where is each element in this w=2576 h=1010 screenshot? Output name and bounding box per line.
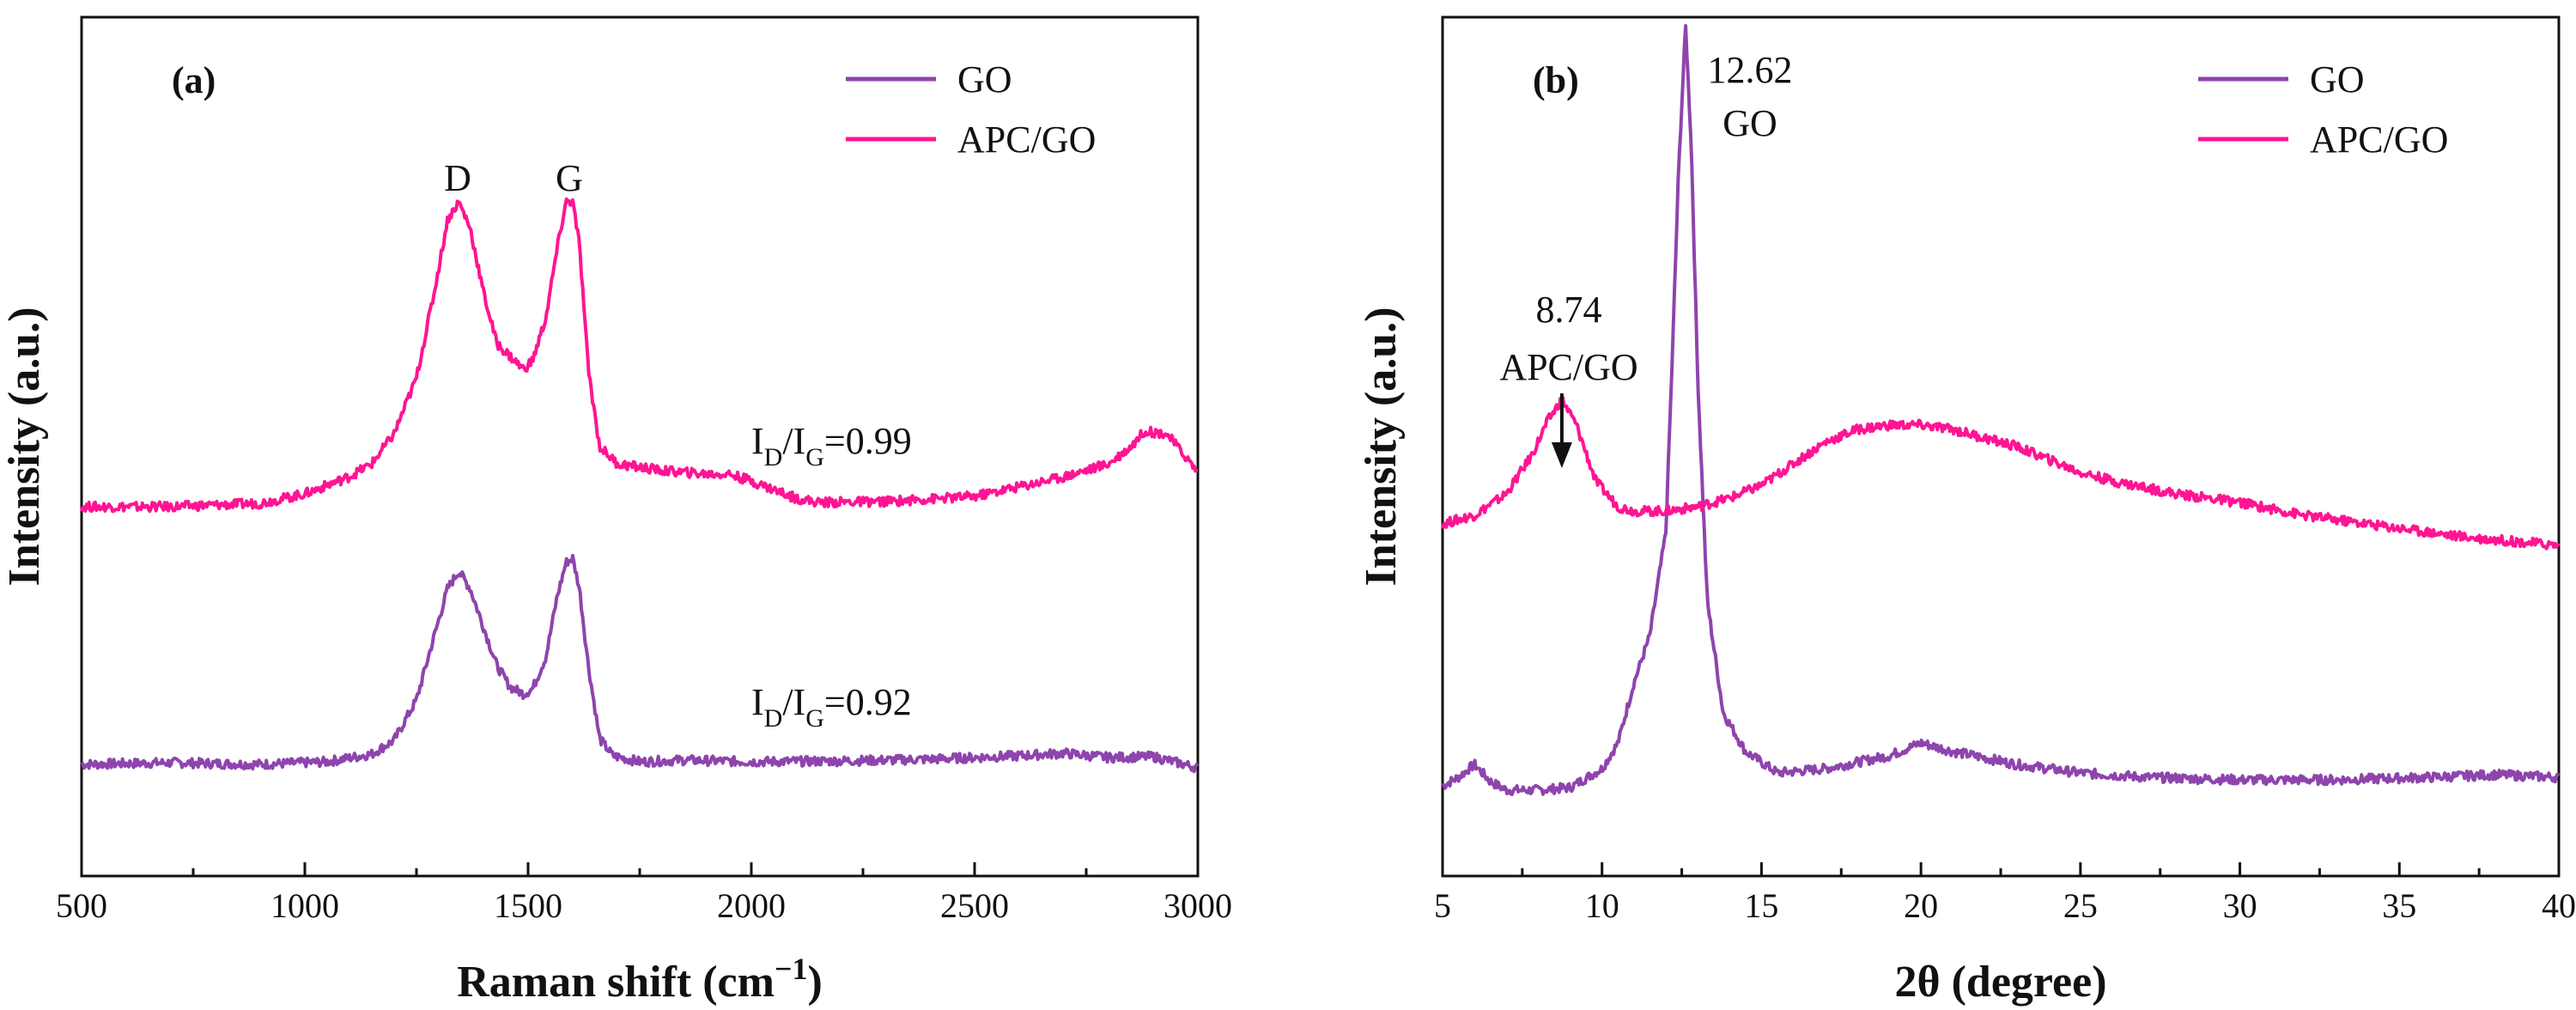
panel-b-legend-go-label: GO (2310, 58, 2365, 100)
panel-b-x-tick-label: 40 (2542, 886, 2576, 925)
panel-a-d-band-label: D (444, 157, 471, 199)
panel-a-legend-apc-go-label: APC/GO (957, 119, 1096, 161)
panel-a-y-axis-label: Intensity (a.u.) (0, 307, 49, 586)
panel-a-series (80, 197, 1199, 774)
panel-b-x-axis-label: 2θ (degree) (1894, 958, 2106, 1007)
panel-b-apc-go-peak-arrow (1551, 393, 1572, 468)
panel-b-x-tick-label: 15 (1744, 886, 1778, 925)
panel-a-apc-go-ratio: ID/IG=0.99 (751, 420, 912, 472)
panel-a-x-axis-label: Raman shift (cm−1) (457, 952, 823, 1007)
panel-b-label: (b) (1533, 59, 1579, 101)
panel-a-legend-go-label: GO (957, 58, 1012, 100)
panel-a-x-axis-label-main: Raman shift (cm (457, 958, 775, 1007)
panel-b-x-tick-label: 5 (1434, 886, 1451, 925)
panel-a-x-axis-label-sup: −1 (775, 952, 808, 986)
panel-a-legend: GO APC/GO (846, 58, 1096, 161)
panel-a-x-tick-label: 2500 (940, 886, 1009, 925)
panel-b-series (1441, 24, 2561, 796)
panel-a-series-apc-go-line (80, 197, 1199, 514)
panel-a-x-ticks: 500 1000 1500 2000 2500 3000 (56, 862, 1232, 925)
panel-b-legend-apc-go-label: APC/GO (2310, 119, 2448, 161)
panel-a-x-tick-label: 500 (56, 886, 107, 925)
panel-b-series-go-line (1441, 24, 2561, 796)
panel-b-x-ticks: 5 10 15 20 25 30 35 40 (1434, 862, 2576, 925)
panel-a-x-tick-label: 3000 (1163, 886, 1232, 925)
panel-b-x-tick-label: 10 (1585, 886, 1619, 925)
panel-b-xrd-chart: (b) Intensity (a.u.) 2θ (degree) 5 10 15 20… (1357, 15, 2576, 1007)
panel-b-x-tick-label: 30 (2223, 886, 2257, 925)
panel-b-series-apc-go-line (1441, 396, 2561, 551)
panel-a-x-tick-label: 1000 (270, 886, 339, 925)
panel-a-raman-chart: (a) Intensity (a.u.) Raman shift (cm−1) … (0, 15, 1232, 1007)
panel-a-go-ratio: ID/IG=0.92 (751, 681, 912, 733)
panel-b-go-peak-name: GO (1722, 102, 1777, 144)
panel-b-legend: GO APC/GO (2198, 58, 2448, 161)
panel-a-g-band-label: G (556, 157, 583, 199)
panel-b-x-tick-label: 35 (2382, 886, 2416, 925)
panel-a-x-axis-label-close: ) (807, 958, 822, 1007)
panel-b-x-tick-label: 20 (1904, 886, 1938, 925)
panel-b-arrow-head (1551, 442, 1572, 468)
panel-a-series-go-line (81, 553, 1199, 774)
panel-a-label: (a) (172, 59, 216, 101)
panel-b-apc-go-peak-name: APC/GO (1499, 346, 1637, 388)
panel-b-y-axis-label: Intensity (a.u.) (1357, 307, 1406, 586)
panel-a-x-tick-label: 2000 (717, 886, 786, 925)
panel-b-go-peak-value: 12.62 (1708, 49, 1793, 91)
panel-a-x-tick-label: 1500 (494, 886, 562, 925)
panel-b-x-tick-label: 25 (2063, 886, 2098, 925)
panel-b-apc-go-peak-value: 8.74 (1536, 289, 1602, 331)
